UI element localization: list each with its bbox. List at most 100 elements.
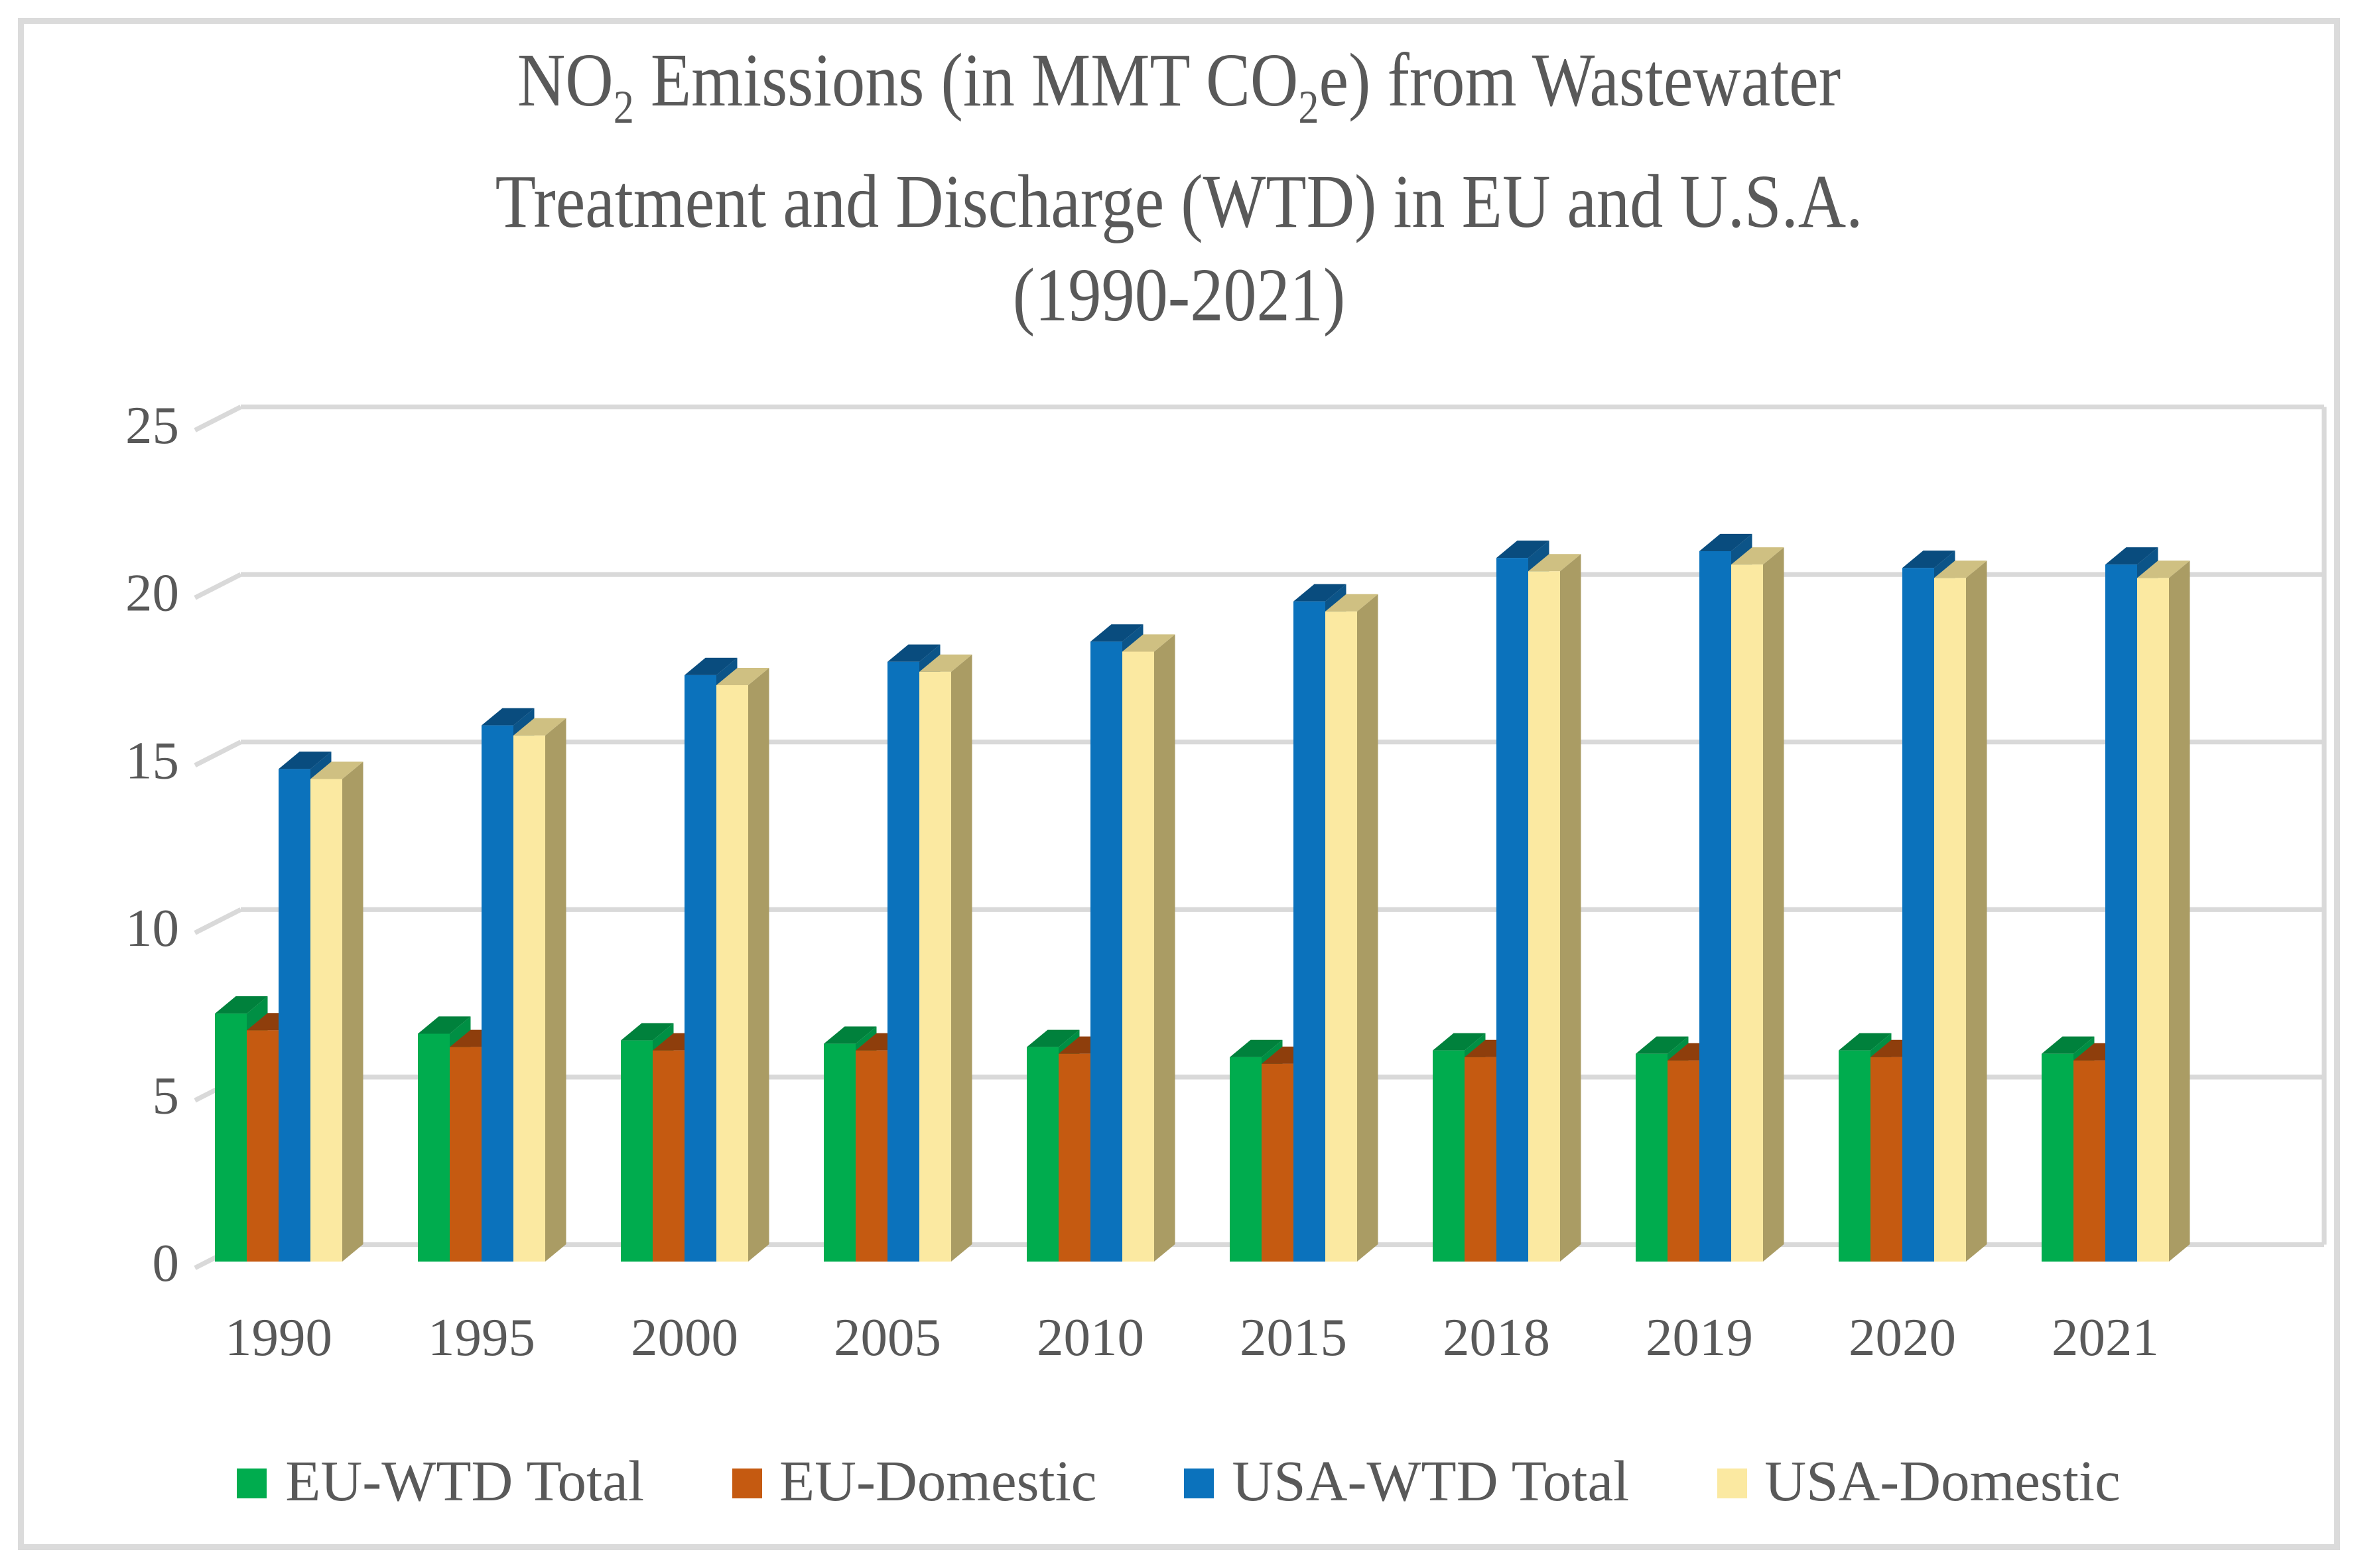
bar-front-face <box>824 1043 856 1262</box>
bar-top-face <box>2137 560 2190 578</box>
bar-top-face <box>1839 1033 1892 1051</box>
bar-front-face <box>685 675 716 1262</box>
bar-front-face <box>2137 578 2169 1262</box>
y-axis-label: 15 <box>125 730 179 790</box>
x-axis-label: 1990 <box>225 1307 332 1367</box>
bar-top-face <box>482 708 535 726</box>
bar-front-face <box>1325 611 1357 1262</box>
bar-front-face <box>1230 1057 1262 1262</box>
bar-top-face <box>1230 1039 1283 1057</box>
bar-front-face <box>247 1030 279 1262</box>
y-axis-label: 0 <box>153 1233 180 1293</box>
bar-top-face <box>887 644 941 662</box>
bar-front-face <box>1433 1050 1465 1262</box>
bar-side-face <box>545 718 566 1262</box>
legend-label: EU-Domestic <box>779 1451 1097 1514</box>
y-axis-tick <box>194 572 242 600</box>
x-axis-label: 1995 <box>428 1307 535 1367</box>
bar-side-face <box>748 667 769 1262</box>
x-axis-label: 2021 <box>2052 1307 2159 1367</box>
bar-front-face <box>716 685 748 1262</box>
legend-swatch-usa-wtd-total <box>1184 1469 1214 1498</box>
bar-top-face <box>1496 540 1549 558</box>
y-axis-label: 5 <box>153 1066 180 1126</box>
bar-usa-domestic-2019 <box>1731 547 1784 1262</box>
bar-side-face <box>1560 554 1581 1262</box>
legend-swatch-eu-domestic <box>732 1469 762 1498</box>
x-axis-label: 2000 <box>631 1307 738 1367</box>
bar-top-face <box>1934 560 1987 578</box>
bar-top-face <box>2042 1036 2095 1054</box>
bar-usa-domestic-2018 <box>1528 554 1581 1262</box>
bar-front-face <box>2105 564 2137 1262</box>
bar-top-face <box>1902 551 1955 568</box>
bar-top-face <box>685 657 738 675</box>
y-axis-tick <box>194 740 242 768</box>
bar-front-face <box>418 1033 450 1262</box>
chart-title-line: (1990-2021) <box>1012 253 1346 338</box>
bar-side-face <box>951 654 972 1262</box>
chart-title: NO2 Emissions (in MMT CO2e) from Wastewa… <box>0 36 2358 344</box>
bar-top-face <box>418 1016 471 1034</box>
bar-top-face <box>310 761 363 779</box>
bar-top-face <box>1090 624 1144 642</box>
bar-front-face <box>1465 1057 1496 1262</box>
y-axis-label: 10 <box>125 898 179 958</box>
bar-top-face <box>1293 584 1346 602</box>
legend-label: USA-WTD Total <box>1232 1451 1630 1514</box>
bar-top-face <box>1699 533 1752 551</box>
y-axis-tick <box>194 405 242 432</box>
bar-side-face <box>1154 634 1175 1262</box>
bar-front-face <box>1293 601 1325 1262</box>
bar-usa-domestic-2020 <box>1934 560 1987 1262</box>
bar-top-face <box>621 1023 674 1041</box>
bar-front-face <box>310 779 342 1262</box>
legend-item: USA-Domestic <box>1717 1451 2121 1516</box>
bar-front-face <box>1122 651 1154 1262</box>
bar-front-face <box>450 1047 482 1262</box>
bar-top-face <box>279 751 332 769</box>
bar-top-face <box>919 654 972 672</box>
y-axis-tick <box>194 907 242 935</box>
bar-side-face <box>342 761 363 1262</box>
bar-front-face <box>279 769 310 1262</box>
bar-side-face <box>1763 547 1784 1262</box>
legend: EU-WTD Total EU-Domestic USA-WTD Total U… <box>0 1451 2358 1516</box>
legend-label: USA-Domestic <box>1764 1451 2121 1514</box>
bar-front-face <box>2073 1060 2105 1262</box>
bar-top-face <box>1636 1036 1689 1054</box>
bar-front-face <box>513 735 545 1262</box>
bar-usa-domestic-1995 <box>513 718 566 1262</box>
bar-front-face <box>1528 571 1560 1262</box>
bar-top-face <box>1325 594 1378 612</box>
x-axis-label: 2015 <box>1240 1307 1347 1367</box>
legend-item: EU-WTD Total <box>237 1451 644 1516</box>
bar-side-face <box>2169 560 2190 1262</box>
x-axis-label: 2005 <box>834 1307 941 1367</box>
x-axis-label: 2020 <box>1849 1307 1956 1367</box>
bar-front-face <box>1059 1053 1090 1262</box>
bar-top-face <box>824 1026 877 1044</box>
bar-front-face <box>1699 551 1731 1262</box>
bar-front-face <box>215 1013 247 1262</box>
bar-top-face <box>1731 547 1784 565</box>
legend-label: EU-WTD Total <box>285 1451 645 1514</box>
y-axis-label: 20 <box>125 563 179 623</box>
bar-front-face <box>1870 1057 1902 1262</box>
chart-title-line: NO2 Emissions (in MMT CO2e) from Wastewa… <box>517 40 1841 135</box>
bar-front-face <box>482 725 513 1262</box>
bar-top-face <box>2105 547 2158 565</box>
legend-swatch-usa-domestic <box>1717 1469 1747 1498</box>
legend-item: USA-WTD Total <box>1184 1451 1629 1516</box>
x-axis-label: 2018 <box>1443 1307 1550 1367</box>
bar-front-face <box>887 661 919 1262</box>
bar-usa-domestic-2015 <box>1325 594 1378 1262</box>
bar-front-face <box>1668 1060 1699 1262</box>
bar-front-face <box>856 1050 887 1262</box>
bar-front-face <box>1262 1063 1293 1262</box>
bar-front-face <box>1934 578 1966 1262</box>
x-axis-label: 2019 <box>1646 1307 1753 1367</box>
bar-front-face <box>919 671 951 1262</box>
